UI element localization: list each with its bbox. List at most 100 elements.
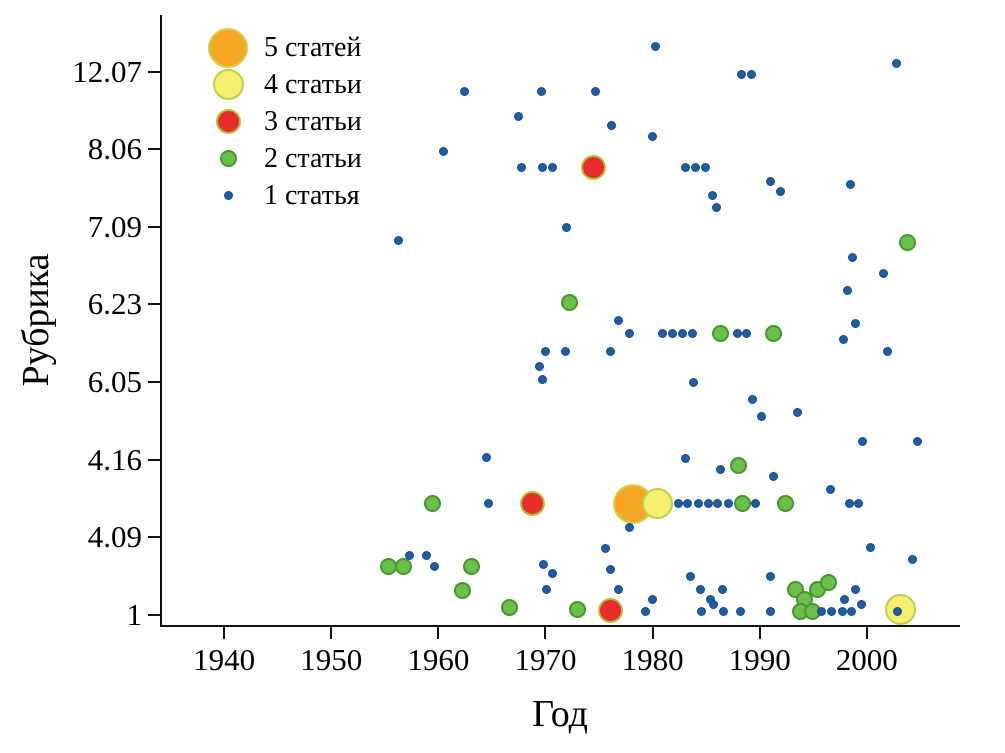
x-tick-mark — [437, 627, 440, 639]
data-point-1-articles — [536, 87, 546, 97]
data-point-1-articles — [484, 499, 494, 509]
data-point-1-articles — [843, 286, 853, 295]
x-tick-mark — [865, 627, 868, 639]
data-point-1-articles — [687, 329, 697, 339]
data-point-1-articles — [848, 253, 858, 263]
data-point-1-articles — [708, 191, 718, 201]
data-point-1-articles — [709, 599, 719, 609]
data-point-1-articles — [742, 329, 752, 339]
data-point-1-articles — [769, 472, 779, 482]
data-point-1-articles — [562, 223, 572, 233]
data-point-1-articles — [792, 407, 802, 417]
data-point-1-articles — [718, 606, 728, 616]
data-point-1-articles — [542, 584, 552, 594]
data-point-1-articles — [703, 499, 713, 509]
data-point-1-articles — [715, 464, 725, 474]
data-point-3-articles — [598, 597, 624, 623]
x-tick-label: 1960 — [407, 642, 470, 677]
data-point-2-articles — [765, 325, 783, 343]
data-point-1-articles — [591, 87, 601, 97]
x-tick-mark — [330, 627, 333, 639]
data-point-1-articles — [459, 87, 469, 97]
data-point-1-articles — [422, 550, 432, 560]
y-tick-label: 4.16 — [87, 441, 142, 477]
data-point-1-articles — [765, 572, 775, 582]
data-point-2-articles — [776, 495, 794, 513]
y-tick-mark — [148, 381, 160, 384]
y-tick-label: 4.09 — [87, 519, 142, 555]
data-point-1-articles — [606, 564, 616, 574]
y-tick-label: 1 — [126, 596, 143, 632]
x-tick-label: 1990 — [728, 642, 791, 677]
data-point-1-articles — [850, 584, 860, 594]
x-tick-mark — [223, 627, 226, 639]
data-point-1-articles — [688, 377, 698, 387]
x-tick-label: 2000 — [835, 642, 898, 677]
legend-label: 4 статьи — [264, 68, 362, 100]
data-point-4-articles — [642, 488, 674, 520]
legend-item-2-articles: 2 статьи — [202, 140, 362, 177]
data-point-1-articles — [892, 58, 902, 68]
data-point-1-articles — [837, 606, 847, 616]
data-point-1-articles — [858, 437, 868, 447]
data-point-1-articles — [538, 559, 548, 569]
y-tick-mark — [148, 225, 160, 228]
data-point-1-articles — [600, 544, 610, 554]
data-point-1-articles — [912, 437, 922, 447]
legend-swatch-3-articles-icon — [215, 109, 241, 134]
data-point-1-articles — [537, 163, 547, 173]
data-point-1-articles — [429, 562, 439, 572]
data-point-2-articles — [500, 598, 518, 616]
data-point-1-articles — [736, 70, 746, 80]
y-tick-label: 6.23 — [87, 286, 142, 322]
data-point-1-articles — [648, 594, 658, 604]
data-point-1-articles — [517, 163, 527, 173]
data-point-1-articles — [394, 236, 404, 246]
data-point-1-articles — [826, 606, 836, 616]
x-tick-label: 1940 — [193, 642, 256, 677]
data-point-1-articles — [683, 499, 693, 509]
y-tick-mark — [148, 303, 160, 306]
data-point-1-articles — [548, 569, 558, 579]
data-point-1-articles — [845, 499, 855, 509]
legend-swatch-box — [202, 191, 254, 200]
data-point-2-articles — [819, 573, 837, 591]
data-point-1-articles — [775, 187, 785, 197]
legend-item-3-articles: 3 статьи — [202, 103, 362, 140]
data-point-1-articles — [668, 329, 678, 339]
data-point-2-articles — [899, 233, 916, 251]
data-point-2-articles — [734, 495, 752, 513]
data-point-1-articles — [856, 599, 866, 609]
data-point-1-articles — [540, 346, 550, 356]
legend-label: 1 статья — [264, 179, 360, 211]
data-point-1-articles — [765, 177, 775, 187]
plot-area: 1940 1950 1960 1970 1980 1990 2000 1 4.09 4.16 6.… — [72, 15, 960, 677]
data-point-1-articles — [893, 606, 903, 616]
data-point-2-articles — [711, 325, 729, 343]
legend-item-4-articles: 4 статьи — [202, 66, 362, 103]
data-point-1-articles — [732, 329, 742, 339]
y-tick-label: 8.06 — [87, 131, 142, 167]
data-point-1-articles — [657, 329, 667, 339]
legend-swatch-box — [202, 27, 254, 68]
data-point-1-articles — [847, 606, 857, 616]
data-point-3-articles — [581, 155, 607, 181]
legend-label: 3 статьи — [264, 105, 362, 137]
data-point-1-articles — [713, 499, 723, 509]
data-point-1-articles — [747, 394, 757, 404]
data-point-2-articles — [463, 558, 481, 576]
data-point-1-articles — [613, 584, 623, 594]
y-tick-mark — [148, 70, 160, 73]
x-tick-label: 1970 — [514, 642, 577, 677]
x-tick-mark — [758, 627, 761, 639]
data-point-1-articles — [757, 411, 767, 421]
data-point-1-articles — [482, 452, 492, 462]
data-point-1-articles — [865, 542, 875, 552]
data-point-1-articles — [607, 121, 617, 131]
data-point-1-articles — [514, 112, 524, 122]
legend: 5 статей 4 статьи 3 статьи 2 статьи 1 статья — [202, 27, 362, 214]
data-point-1-articles — [624, 329, 634, 339]
data-point-2-articles — [394, 558, 412, 576]
data-point-1-articles — [681, 454, 691, 464]
